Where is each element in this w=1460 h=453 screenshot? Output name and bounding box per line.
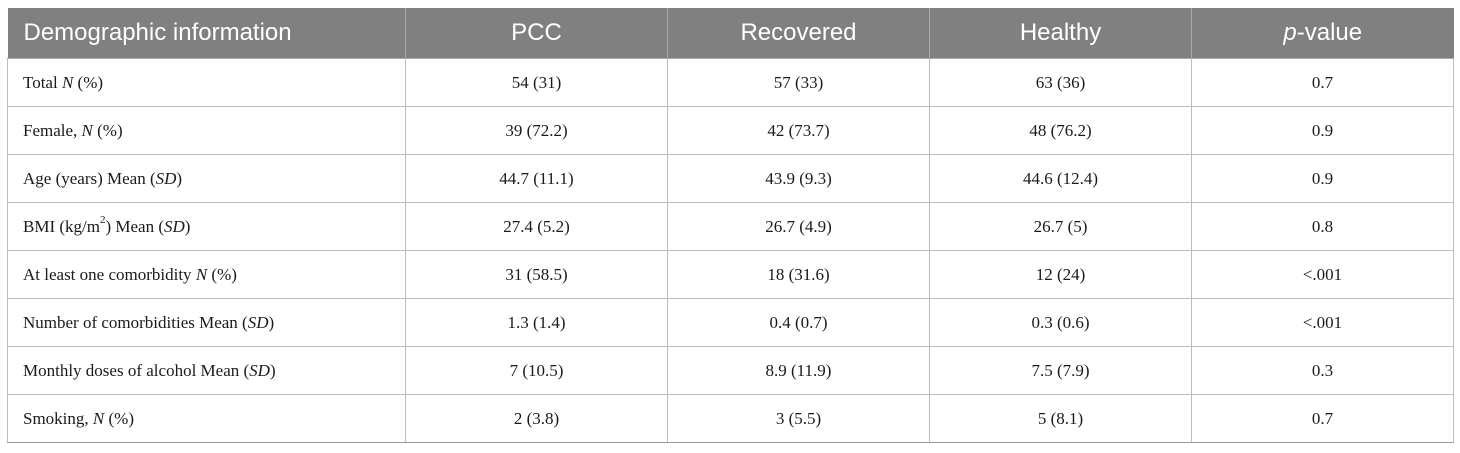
cell-healthy: 0.3 (0.6) bbox=[929, 298, 1192, 347]
cell-pcc: 2 (3.8) bbox=[405, 394, 668, 443]
label-italic: SD bbox=[164, 216, 185, 236]
header-row: Demographic information PCC Recovered He… bbox=[7, 8, 1454, 59]
table-row: Female, N (%) 39 (72.2) 42 (73.7) 48 (76… bbox=[7, 106, 1454, 155]
header-p-value: p-value bbox=[1191, 8, 1454, 59]
label-italic: SD bbox=[247, 312, 269, 332]
label-italic: N bbox=[195, 264, 208, 284]
cell-recovered: 8.9 (11.9) bbox=[667, 346, 930, 395]
cell-pcc: 44.7 (11.1) bbox=[405, 154, 668, 203]
label-italic: N bbox=[92, 408, 105, 428]
cell-p-value: 0.7 bbox=[1191, 58, 1454, 107]
label-text: Smoking, bbox=[23, 408, 93, 428]
label-text: (%) bbox=[92, 120, 123, 140]
p-symbol: p bbox=[1283, 19, 1297, 46]
cell-healthy: 44.6 (12.4) bbox=[929, 154, 1192, 203]
cell-pcc: 39 (72.2) bbox=[405, 106, 668, 155]
label-italic: SD bbox=[249, 360, 270, 380]
label-text: At least one comorbidity bbox=[23, 264, 196, 284]
row-label: Number of comorbidities Mean (SD) bbox=[7, 298, 406, 347]
cell-pcc: 31 (58.5) bbox=[405, 250, 668, 299]
header-healthy: Healthy bbox=[929, 8, 1192, 59]
demographics-table: Demographic information PCC Recovered He… bbox=[7, 8, 1454, 443]
row-label: Female, N (%) bbox=[7, 106, 406, 155]
label-text: (%) bbox=[207, 264, 237, 284]
label-text: BMI (kg/m bbox=[23, 216, 100, 236]
header-recovered: Recovered bbox=[667, 8, 930, 59]
cell-recovered: 42 (73.7) bbox=[667, 106, 930, 155]
label-text: Total bbox=[23, 72, 62, 92]
cell-recovered: 43.9 (9.3) bbox=[667, 154, 930, 203]
header-demographic-information: Demographic information bbox=[7, 8, 406, 59]
cell-healthy: 26.7 (5) bbox=[929, 202, 1192, 251]
cell-p-value: <.001 bbox=[1191, 250, 1454, 299]
cell-pcc: 54 (31) bbox=[405, 58, 668, 107]
row-label: At least one comorbidity N (%) bbox=[7, 250, 406, 299]
label-text: (%) bbox=[104, 408, 134, 428]
table-row: Age (years) Mean (SD) 44.7 (11.1) 43.9 (… bbox=[7, 154, 1454, 203]
label-text: ) bbox=[269, 360, 276, 380]
row-label: Total N (%) bbox=[7, 58, 406, 107]
label-italic: N bbox=[81, 120, 93, 140]
cell-healthy: 5 (8.1) bbox=[929, 394, 1192, 443]
label-text: ) Mean ( bbox=[105, 216, 165, 236]
cell-p-value: 0.3 bbox=[1191, 346, 1454, 395]
label-italic: N bbox=[61, 72, 74, 92]
label-text: Monthly doses of alcohol Mean ( bbox=[23, 360, 250, 380]
cell-healthy: 12 (24) bbox=[929, 250, 1192, 299]
label-text: ) bbox=[176, 168, 183, 188]
cell-pcc: 27.4 (5.2) bbox=[405, 202, 668, 251]
table-row: Monthly doses of alcohol Mean (SD) 7 (10… bbox=[7, 346, 1454, 395]
table-row: Total N (%) 54 (31) 57 (33) 63 (36) 0.7 bbox=[7, 58, 1454, 107]
label-superscript: 2 bbox=[99, 213, 106, 226]
row-label: Monthly doses of alcohol Mean (SD) bbox=[7, 346, 406, 395]
table-row: BMI (kg/m2) Mean (SD) 27.4 (5.2) 26.7 (4… bbox=[7, 202, 1454, 251]
cell-p-value: <.001 bbox=[1191, 298, 1454, 347]
cell-healthy: 48 (76.2) bbox=[929, 106, 1192, 155]
cell-recovered: 26.7 (4.9) bbox=[667, 202, 930, 251]
row-label: Age (years) Mean (SD) bbox=[7, 154, 406, 203]
cell-p-value: 0.9 bbox=[1191, 106, 1454, 155]
cell-p-value: 0.8 bbox=[1191, 202, 1454, 251]
label-text: ) bbox=[268, 312, 275, 332]
header-pcc: PCC bbox=[405, 8, 668, 59]
cell-pcc: 7 (10.5) bbox=[405, 346, 668, 395]
cell-p-value: 0.9 bbox=[1191, 154, 1454, 203]
label-text: (%) bbox=[73, 72, 104, 92]
cell-p-value: 0.7 bbox=[1191, 394, 1454, 443]
row-label: Smoking, N (%) bbox=[7, 394, 406, 443]
table-row: Number of comorbidities Mean (SD) 1.3 (1… bbox=[7, 298, 1454, 347]
cell-recovered: 57 (33) bbox=[667, 58, 930, 107]
label-text: Number of comorbidities Mean ( bbox=[23, 312, 248, 332]
cell-healthy: 7.5 (7.9) bbox=[929, 346, 1192, 395]
label-text: ) bbox=[184, 216, 191, 236]
cell-pcc: 1.3 (1.4) bbox=[405, 298, 668, 347]
p-value-suffix: -value bbox=[1296, 19, 1363, 46]
row-label: BMI (kg/m2) Mean (SD) bbox=[7, 202, 406, 251]
label-text: Female, bbox=[23, 120, 82, 140]
table-row: At least one comorbidity N (%) 31 (58.5)… bbox=[7, 250, 1454, 299]
label-italic: SD bbox=[155, 168, 177, 188]
cell-recovered: 0.4 (0.7) bbox=[667, 298, 930, 347]
label-text: Age (years) Mean ( bbox=[23, 168, 156, 188]
cell-healthy: 63 (36) bbox=[929, 58, 1192, 107]
cell-recovered: 18 (31.6) bbox=[667, 250, 930, 299]
table-row: Smoking, N (%) 2 (3.8) 3 (5.5) 5 (8.1) 0… bbox=[7, 394, 1454, 443]
cell-recovered: 3 (5.5) bbox=[667, 394, 930, 443]
